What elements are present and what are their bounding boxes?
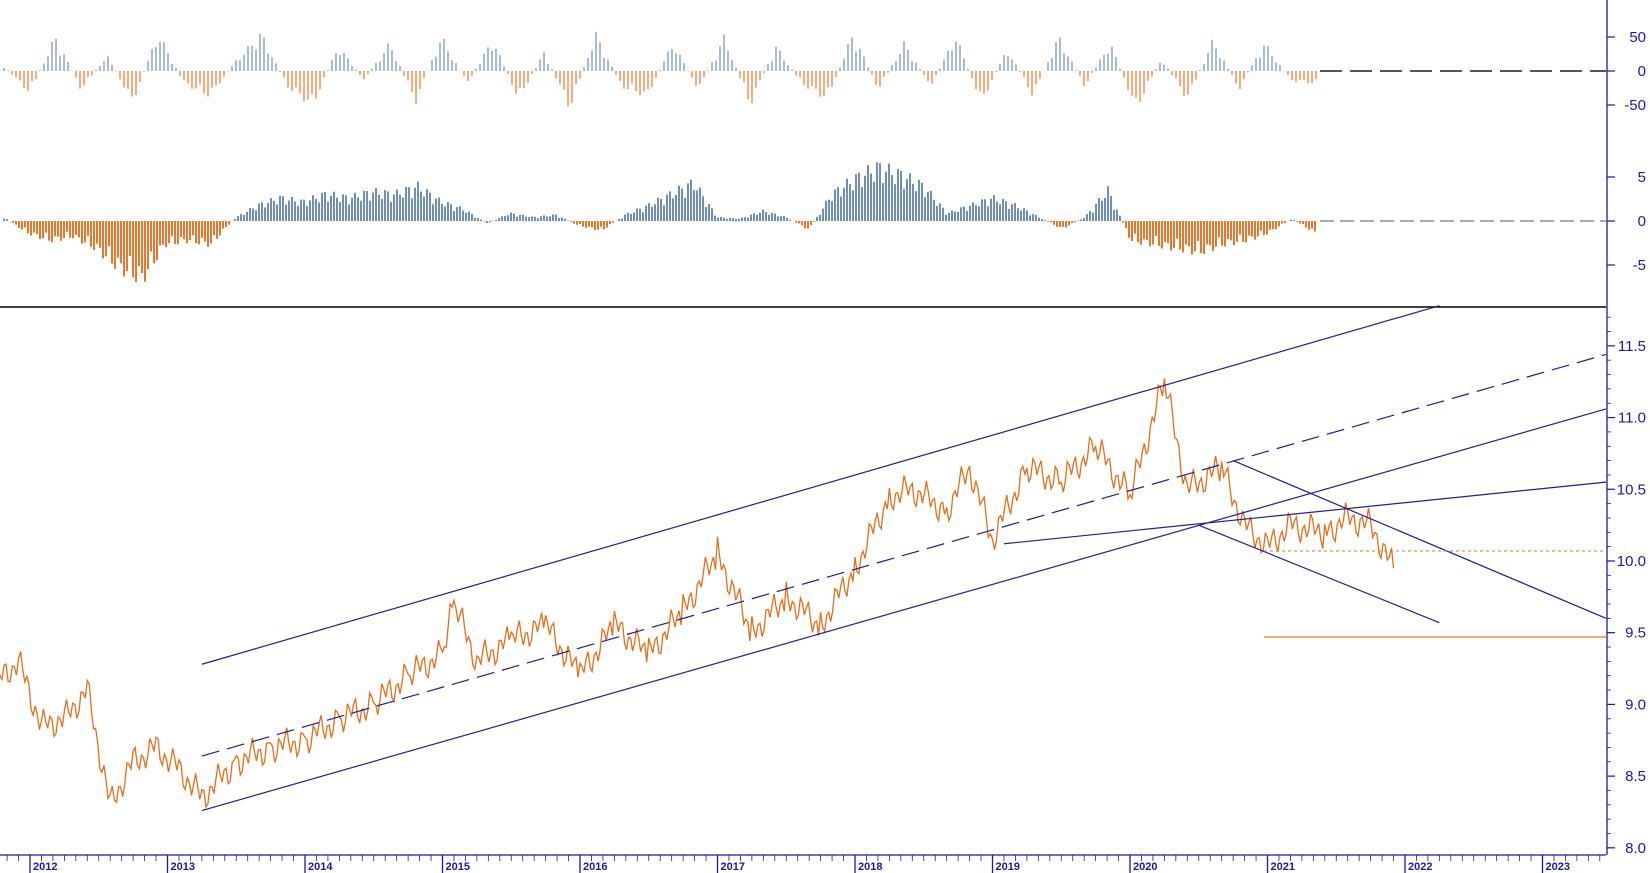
x-axis-year-label: 2021	[1271, 861, 1295, 873]
price-tick-label: 8.0	[1625, 840, 1646, 857]
downtrend-lower	[1198, 524, 1440, 624]
x-axis-year-label: 2015	[446, 861, 470, 873]
fan-line	[1003, 481, 1607, 545]
oscillator-1-panel	[3, 31, 1606, 107]
x-axis-year-label: 2014	[308, 861, 333, 873]
x-axis-year-label: 2022	[1408, 861, 1432, 873]
x-axis-year-label: 2017	[721, 861, 745, 873]
oscillator-1-tick-label: 0	[1638, 63, 1646, 80]
x-axis: 2012 2013 2014 2015 2016 2017 2018 2019 2020 2021…	[0, 854, 1606, 873]
x-axis-year-label: 2020	[1133, 861, 1157, 873]
x-axis-year-label: 2019	[996, 861, 1020, 873]
price-tick-label: 8.5	[1625, 768, 1646, 785]
oscillator-2-tick-label: 5	[1638, 169, 1646, 186]
oscillator-2-panel	[3, 162, 1606, 283]
downtrend-upper	[1232, 460, 1607, 619]
price-tick-label: 10.5	[1617, 481, 1646, 498]
price-tick-label: 11.5	[1618, 338, 1646, 355]
oscillator-1-tick-label: 50	[1629, 29, 1646, 46]
x-axis-year-label: 2023	[1546, 861, 1570, 873]
channel-upper	[201, 305, 1440, 665]
oscillator-2-tick-label: 0	[1638, 213, 1646, 230]
channel-middle	[201, 353, 1607, 757]
price-tick-label: 9.5	[1625, 625, 1646, 642]
x-axis-year-label: 2012	[33, 861, 57, 873]
price-tick-label: 10.0	[1617, 553, 1646, 570]
price-panel	[0, 305, 1607, 812]
x-axis-year-label: 2013	[171, 861, 195, 873]
price-tick-label: 11.0	[1618, 410, 1646, 427]
x-axis-year-label: 2016	[583, 861, 607, 873]
price-tick-label: 9.0	[1625, 696, 1646, 713]
price-series-line	[0, 378, 1395, 809]
oscillator-1-tick-label: -50	[1624, 97, 1646, 114]
channel-lower	[201, 408, 1607, 812]
oscillator-2-tick-label: -5	[1633, 257, 1646, 274]
x-axis-year-label: 2018	[858, 861, 882, 873]
